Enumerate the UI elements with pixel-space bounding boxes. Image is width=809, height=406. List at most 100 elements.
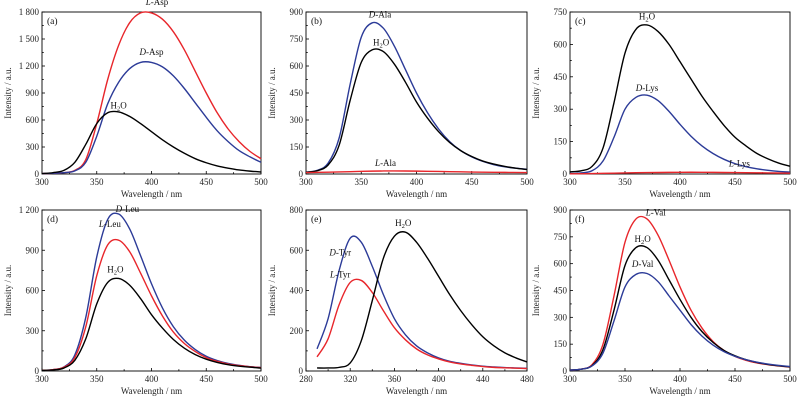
y-tick-label: 300 xyxy=(554,312,568,322)
y-tick-label: 150 xyxy=(290,142,304,152)
y-axis-title: Intensity / a.u. xyxy=(531,67,541,119)
x-tick-label: 450 xyxy=(200,177,214,187)
y-axis-title: Intensity / a.u. xyxy=(531,265,541,317)
x-tick-label: 300 xyxy=(35,177,49,187)
series-line-d-ala xyxy=(305,21,528,173)
y-tick-label: 0 xyxy=(563,366,568,376)
y-tick-label: 300 xyxy=(26,142,40,152)
y-tick-label: 450 xyxy=(554,286,568,296)
y-tick-label: 600 xyxy=(26,115,40,125)
y-tick-label: 1 800 xyxy=(19,7,40,17)
x-tick-label: 350 xyxy=(90,177,104,187)
x-tick-label: 500 xyxy=(783,374,797,384)
series-line-h2o xyxy=(305,48,528,173)
x-tick-label: 450 xyxy=(200,374,214,384)
plot-frame xyxy=(41,11,262,175)
x-tick-label: 300 xyxy=(563,374,577,384)
x-tick-label: 350 xyxy=(355,177,369,187)
y-tick-label: 450 xyxy=(290,88,304,98)
series-line-l-tyr xyxy=(316,278,528,370)
y-tick-label: 600 xyxy=(290,61,304,71)
series-line-d-asp xyxy=(41,61,262,175)
chart-panel-b: 300 350 400 450 500 0 150 300 450 600 750 900 Wavele… xyxy=(267,7,534,199)
x-axis-title: Wavelength / nm xyxy=(649,386,710,396)
x-tick-label: 320 xyxy=(343,374,357,384)
x-tick-label: 450 xyxy=(728,177,742,187)
x-tick-label: 400 xyxy=(673,374,687,384)
series-label-d-asp: D-Asp xyxy=(139,47,164,57)
y-tick-label: 0 xyxy=(35,366,40,376)
x-tick-label: 350 xyxy=(90,374,104,384)
series-label-l-lys: L-Lys xyxy=(728,158,751,168)
panel-tag: (a) xyxy=(47,16,58,27)
series-label-l-ala: L-Ala xyxy=(374,158,396,168)
y-tick-label: 0 xyxy=(299,366,304,376)
y-tick-label: 150 xyxy=(554,339,568,349)
x-axis-title: Wavelength / nm xyxy=(386,189,447,199)
y-tick-label: 750 xyxy=(290,34,304,44)
series-line-h2o xyxy=(569,24,791,173)
y-tick-label: 600 xyxy=(290,245,304,255)
x-tick-label: 500 xyxy=(254,374,268,384)
panel-tag: (d) xyxy=(47,214,58,225)
x-tick-label: 400 xyxy=(410,177,424,187)
series-line-l-val xyxy=(569,215,791,371)
x-tick-label: 350 xyxy=(618,374,632,384)
x-tick-label: 400 xyxy=(673,177,687,187)
series-label-l-asp: L-Asp xyxy=(145,0,169,7)
y-tick-label: 750 xyxy=(554,7,568,17)
y-tick-label: 400 xyxy=(290,286,304,296)
x-tick-label: 450 xyxy=(728,374,742,384)
x-tick-label: 500 xyxy=(254,177,268,187)
series-label-l-tyr: L-Tyr xyxy=(329,269,350,279)
y-axis-title: Intensity / a.u. xyxy=(3,265,13,317)
series-line-h2o xyxy=(41,277,262,372)
series-line-l-asp xyxy=(41,11,262,175)
x-tick-label: 350 xyxy=(618,177,632,187)
series-label-d-lys: D-Lys xyxy=(635,83,659,93)
y-tick-label: 0 xyxy=(563,169,568,179)
series-line-l-lys xyxy=(569,171,791,175)
x-tick-label: 280 xyxy=(299,374,313,384)
x-tick-label: 300 xyxy=(563,177,577,187)
chart-panel-f: 300 350 400 450 500 0 150 300 450 600 750 900 Wavele… xyxy=(531,205,797,396)
y-tick-label: 1 500 xyxy=(19,34,40,44)
y-axis-title: Intensity / a.u. xyxy=(3,67,13,119)
series-label-h2o: H2O xyxy=(634,234,651,246)
y-tick-label: 150 xyxy=(554,137,568,147)
y-axis-title: Intensity / a.u. xyxy=(267,67,277,119)
x-tick-label: 400 xyxy=(432,374,446,384)
series-label-h2o: H2O xyxy=(395,218,412,230)
panel-tag: (e) xyxy=(311,214,322,225)
series-label-h2o: H2O xyxy=(111,100,128,112)
x-tick-label: 400 xyxy=(145,374,159,384)
chart-panel-c: 300 350 400 450 500 0 150 300 450 600 750 Wavelengt… xyxy=(531,7,797,199)
plot-frame xyxy=(41,209,262,372)
x-tick-label: 480 xyxy=(520,374,534,384)
y-tick-label: 600 xyxy=(554,39,568,49)
y-tick-label: 900 xyxy=(26,245,40,255)
series-label-l-leu: L-Leu xyxy=(98,219,122,229)
y-tick-label: 1 200 xyxy=(19,205,40,215)
series-line-l-leu xyxy=(41,238,262,372)
series-line-d-leu xyxy=(41,212,262,372)
series-line-h2o xyxy=(41,110,262,175)
y-tick-label: 200 xyxy=(290,326,304,336)
x-tick-label: 500 xyxy=(520,177,534,187)
y-axis-title: Intensity / a.u. xyxy=(267,265,277,317)
series-label-h2o: H2O xyxy=(373,37,390,49)
panel-tag: (b) xyxy=(311,16,322,27)
x-tick-label: 300 xyxy=(299,177,313,187)
x-tick-label: 400 xyxy=(145,177,159,187)
series-label-d-leu: D-Leu xyxy=(115,204,140,214)
y-tick-label: 750 xyxy=(554,232,568,242)
panel-tag: (f) xyxy=(575,214,585,225)
panel-tag: (c) xyxy=(575,16,586,27)
y-tick-label: 300 xyxy=(290,115,304,125)
plot-frame xyxy=(569,209,791,372)
y-tick-label: 600 xyxy=(26,286,40,296)
series-label-d-ala: D-Ala xyxy=(368,9,392,19)
y-tick-label: 300 xyxy=(26,326,40,336)
